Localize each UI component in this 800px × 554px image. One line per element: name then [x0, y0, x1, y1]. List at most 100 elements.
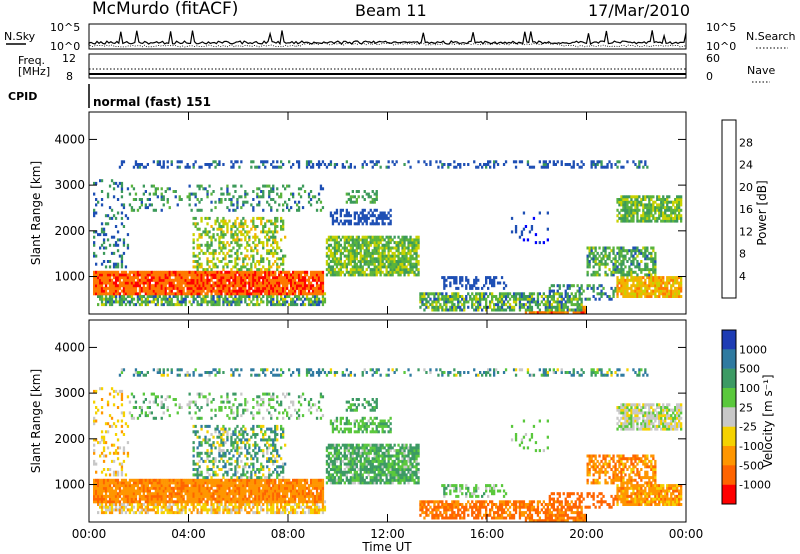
- power-cell: [622, 289, 625, 293]
- power-cell: [471, 286, 474, 290]
- power-cell: [646, 216, 649, 220]
- velocity-cell: [100, 511, 104, 515]
- velocity-cell: [168, 395, 171, 399]
- power-cell: [548, 292, 551, 296]
- power-cell: [146, 297, 149, 301]
- power-cell: [558, 308, 561, 312]
- velocity-cell: [152, 503, 155, 506]
- velocity-cell: [134, 492, 138, 496]
- beam-title: Beam 11: [355, 1, 427, 20]
- power-cell: [154, 297, 157, 301]
- power-cell: [379, 238, 382, 242]
- power-cell: [118, 278, 122, 282]
- power-cell: [564, 311, 567, 315]
- power-cell: [632, 276, 635, 280]
- power-cell: [409, 243, 412, 247]
- velocity-cell: [108, 503, 112, 506]
- velocity-cell: [118, 389, 122, 393]
- power-cell: [375, 219, 378, 223]
- power-cell: [638, 292, 641, 296]
- power-cell: [150, 184, 153, 188]
- power-cell: [206, 243, 209, 247]
- power-cell: [240, 292, 243, 296]
- power-cell: [222, 216, 225, 220]
- power-cell: [240, 300, 243, 304]
- power-cell: [220, 284, 223, 288]
- power-cell: [176, 165, 179, 169]
- power-cell: [640, 214, 643, 218]
- power-cell: [532, 311, 536, 315]
- power-cell: [660, 219, 663, 223]
- power-cell: [498, 308, 502, 312]
- velocity-cell: [130, 497, 134, 501]
- power-cell: [457, 297, 460, 301]
- power-cell: [196, 273, 199, 277]
- power-cell: [297, 163, 301, 166]
- power-cell: [670, 208, 673, 212]
- power-cell: [296, 276, 299, 280]
- power-cell: [282, 297, 285, 301]
- power-cell: [618, 246, 621, 250]
- power-cell: [162, 292, 165, 296]
- power-cell: [333, 211, 337, 215]
- power-cell: [288, 281, 291, 285]
- velocity-cell: [144, 500, 147, 504]
- power-cell: [252, 289, 255, 293]
- power-cell: [102, 260, 106, 263]
- power-cell: [246, 262, 249, 266]
- power-cell: [674, 200, 677, 204]
- power-cell: [387, 211, 390, 215]
- power-cell: [369, 251, 372, 255]
- power-cell: [616, 208, 619, 212]
- date-title: 17/Mar/2010: [588, 1, 690, 20]
- power-cell: [634, 292, 637, 296]
- power-cell: [232, 278, 235, 282]
- power-cell: [590, 160, 593, 164]
- velocity-cell: [152, 494, 155, 498]
- power-cell: [367, 192, 370, 196]
- power-cell: [124, 270, 128, 274]
- power-cell: [158, 273, 161, 277]
- power-cell: [206, 190, 209, 193]
- power-cell: [206, 192, 209, 196]
- power-cell: [652, 265, 655, 269]
- power-cell: [373, 270, 376, 274]
- power-cell: [349, 198, 352, 201]
- power-cell: [502, 303, 506, 307]
- power-cell: [252, 208, 255, 212]
- power-cell: [232, 286, 235, 290]
- power-cell: [526, 300, 530, 304]
- velocity-cell: [148, 411, 151, 415]
- power-cell: [528, 295, 532, 298]
- power-cell: [270, 235, 273, 239]
- power-cell: [626, 295, 629, 298]
- nsearch-label: N.Search: [746, 30, 796, 43]
- power-cell: [206, 292, 209, 296]
- power-cell: [616, 246, 619, 250]
- power-cell: [363, 208, 366, 212]
- velocity-cell: [144, 497, 147, 501]
- power-cell: [634, 163, 637, 166]
- power-cell: [576, 311, 579, 315]
- power-cell: [244, 300, 247, 304]
- power-cell: [196, 270, 199, 274]
- power-cell: [176, 300, 179, 304]
- power-cell: [604, 254, 607, 258]
- power-cell: [626, 286, 629, 290]
- nsky-tick-top: 10^5: [50, 21, 80, 34]
- power-cell: [112, 214, 116, 218]
- power-cell: [496, 297, 500, 301]
- power-cell: [230, 284, 233, 288]
- power-cell: [387, 243, 390, 247]
- power-cell: [270, 206, 273, 210]
- power-cell: [315, 289, 319, 293]
- power-cell: [586, 265, 589, 269]
- power-cell: [264, 292, 267, 296]
- power-cell: [574, 303, 577, 307]
- velocity-cell: [114, 489, 118, 493]
- velocity-cell: [114, 494, 118, 498]
- power-cell: [136, 297, 140, 301]
- power-cell: [198, 276, 201, 280]
- power-cell: [355, 190, 358, 193]
- power-cell: [174, 273, 177, 277]
